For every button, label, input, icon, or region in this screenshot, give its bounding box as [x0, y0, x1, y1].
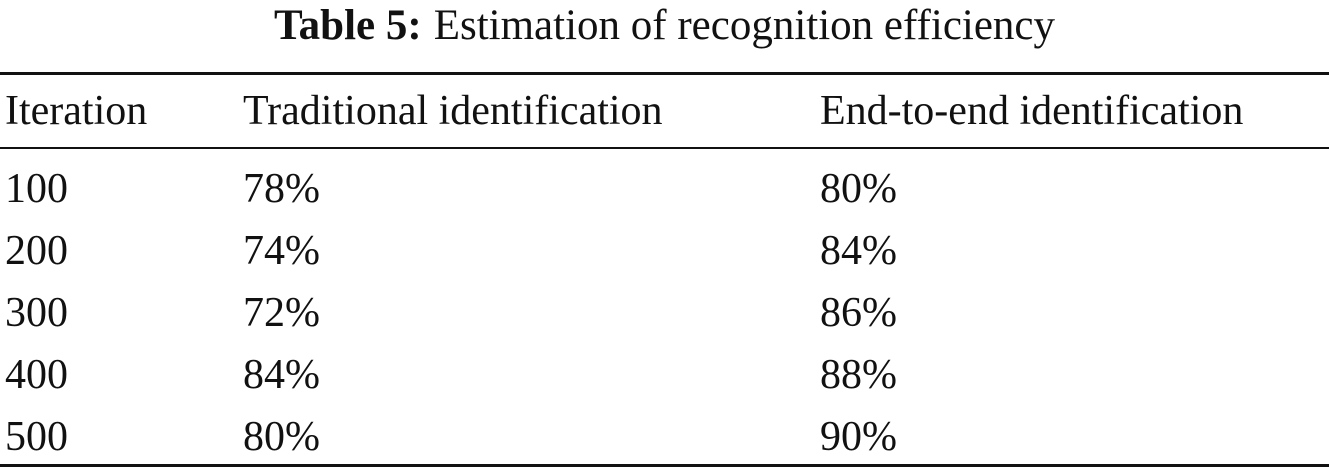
table-caption: Table 5: Estimation of recognition effici…: [0, 0, 1329, 52]
top-rule: [0, 72, 1329, 75]
table-cell: 100: [5, 166, 68, 212]
caption-text: Estimation of recognition efficiency: [433, 2, 1056, 49]
table-cell: 78%: [243, 166, 320, 212]
table-cell: 200: [5, 228, 68, 274]
table-cell: 500: [5, 414, 68, 460]
table-cell: 74%: [243, 228, 320, 274]
caption-label: Table 5:: [273, 2, 422, 49]
table-cell: 86%: [820, 290, 897, 336]
table-cell: 80%: [820, 166, 897, 212]
table-cell: 300: [5, 290, 68, 336]
table-cell: 80%: [243, 414, 320, 460]
header-cell: Iteration: [5, 88, 148, 134]
header-cell: Traditional identification: [243, 88, 663, 134]
table-cell: 400: [5, 352, 68, 398]
table-cell: 72%: [243, 290, 320, 336]
header-rule: [0, 147, 1329, 149]
table-cell: 84%: [820, 228, 897, 274]
header-cell: End-to-end identification: [820, 88, 1244, 134]
table-cell: 88%: [820, 352, 897, 398]
table-cell: 90%: [820, 414, 897, 460]
table-cell: 84%: [243, 352, 320, 398]
bottom-rule: [0, 464, 1329, 467]
